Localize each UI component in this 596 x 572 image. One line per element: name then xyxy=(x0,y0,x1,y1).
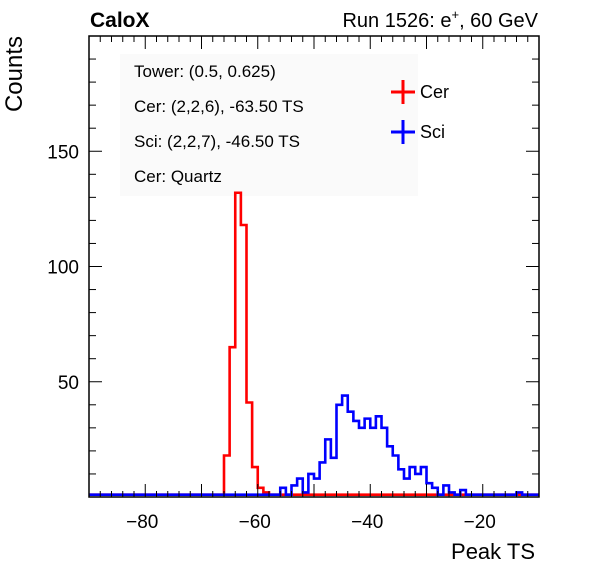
info-line: Tower: (0.5, 0.625) xyxy=(134,62,276,81)
x-tick-label: −20 xyxy=(464,512,496,533)
x-tick-label: −60 xyxy=(239,512,271,533)
run-info-superscript: + xyxy=(451,7,459,22)
info-line: Cer: (2,2,6), -63.50 TS xyxy=(134,97,304,116)
legend: Cer Sci xyxy=(391,80,449,144)
x-axis-label: Peak TS xyxy=(451,539,535,564)
series-line-sci xyxy=(89,394,539,496)
run-info-suffix: , 60 GeV xyxy=(459,10,539,32)
legend-entry: Sci xyxy=(391,120,445,144)
legend-label: Sci xyxy=(420,122,445,142)
run-info-prefix: Run 1526: e xyxy=(342,10,451,32)
brand-label: CaloX xyxy=(90,9,150,32)
y-tick-label: 50 xyxy=(58,373,79,394)
x-tick-label: −40 xyxy=(351,512,383,533)
info-line: Sci: (2,2,7), -46.50 TS xyxy=(134,132,300,151)
series-cer xyxy=(89,191,539,496)
y-tick-label: 150 xyxy=(47,142,79,163)
x-tick-label: −80 xyxy=(126,512,158,533)
info-box-lines: Tower: (0.5, 0.625) Cer: (2,2,6), -63.50 … xyxy=(134,62,304,186)
series-line-cer xyxy=(89,191,539,496)
legend-entry: Cer xyxy=(391,80,449,104)
series-sci xyxy=(89,394,539,496)
series-layer xyxy=(89,191,539,496)
y-tick-label: 100 xyxy=(47,258,79,279)
run-info-label: Run 1526: e+, 60 GeV xyxy=(342,7,538,32)
axis-ticks: −80 −60 −40 −20 50 100 150 xyxy=(47,36,540,533)
legend-label: Cer xyxy=(420,82,449,102)
info-box xyxy=(120,54,418,196)
info-line: Cer: Quartz xyxy=(134,167,222,186)
y-axis-label: Counts xyxy=(1,36,28,112)
